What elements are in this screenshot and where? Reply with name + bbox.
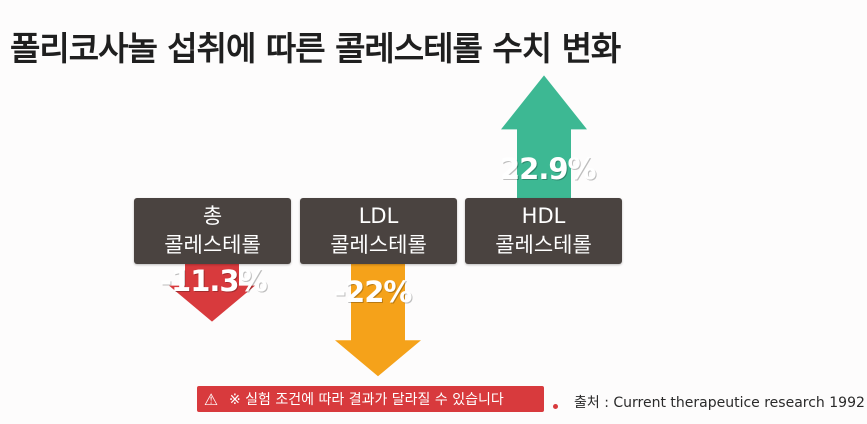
arrow-total (169, 264, 255, 322)
category-box-total: 총 콜레스테롤 (134, 198, 291, 264)
value-label-hdl: 22.9% (500, 152, 597, 186)
value-label-ldl: -22% (334, 275, 412, 309)
warning-icon: ⚠ (203, 389, 219, 409)
notice-banner: ⚠ ※ 실험 조건에 따라 결과가 달라질 수 있습니다 (197, 386, 544, 412)
source-citation: 출처 : Current therapeutice research 1992 (574, 395, 865, 411)
page-title: 폴리코사놀 섭취에 따른 콜레스테롤 수치 변화 (10, 29, 621, 68)
arrow-hdl (501, 75, 587, 198)
value-label-total: -11.3% (160, 264, 268, 298)
category-label-line1: LDL (358, 204, 399, 228)
category-label-line1: 총 (202, 204, 223, 228)
category-label-line2: 콜레스테롤 (495, 233, 592, 257)
category-box-hdl: HDL 콜레스테롤 (465, 198, 622, 264)
category-label-line1: HDL (521, 204, 566, 228)
arrow-ldl (335, 264, 421, 377)
category-label-line2: 콜레스테롤 (164, 233, 261, 257)
notice-text: ※ 실험 조건에 따라 결과가 달라질 수 있습니다 (229, 392, 504, 408)
category-label-line2: 콜레스테롤 (330, 233, 427, 257)
accent-dot (553, 404, 558, 409)
category-box-ldl: LDL 콜레스테롤 (300, 198, 457, 264)
